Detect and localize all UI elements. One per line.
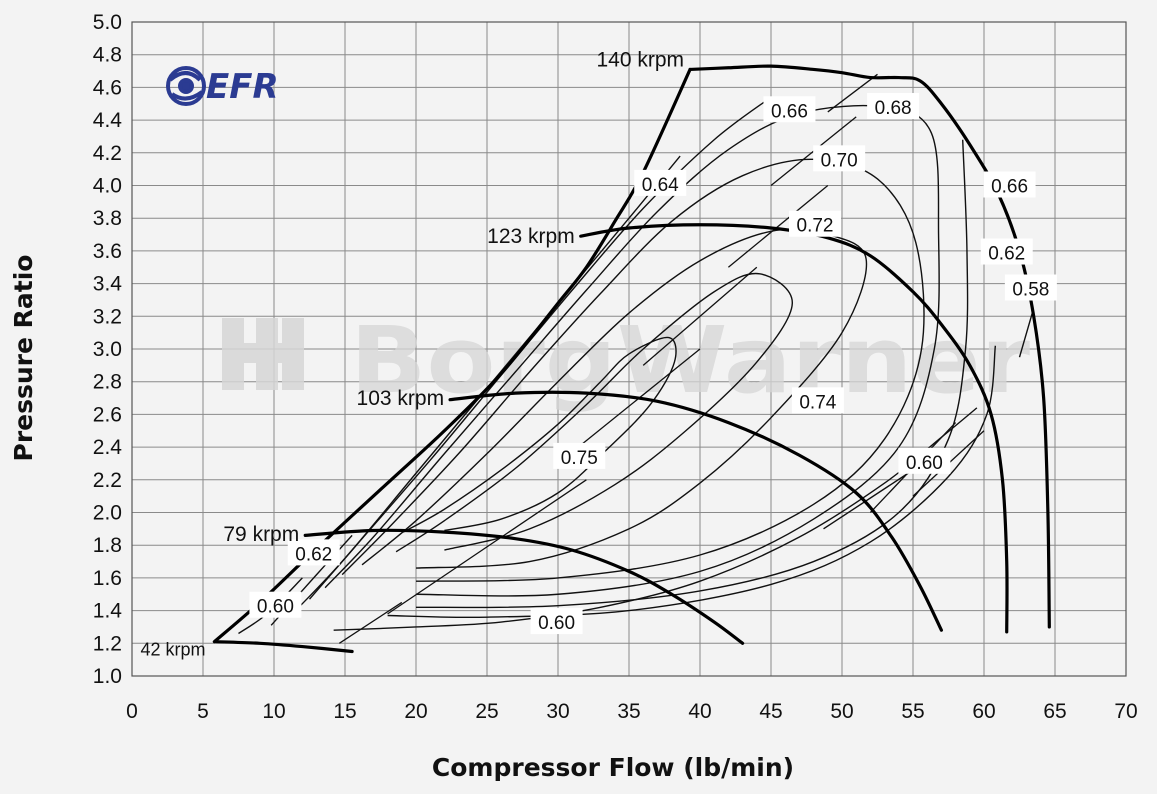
y-tick-label: 4.6 [93,76,122,99]
efficiency-label-text: 0.62 [988,244,1025,265]
y-tick-label: 5.0 [93,11,122,34]
efficiency-label: 0.75 [553,442,606,469]
y-tick-label: 4.8 [93,44,122,67]
x-tick-label: 55 [901,700,924,723]
x-tick-label: 65 [1043,700,1066,723]
efficiency-label: 0.62 [287,539,340,566]
y-tick-label: 1.2 [93,632,122,655]
efficiency-label: 0.70 [813,145,866,172]
efficiency-label-text: 0.64 [642,175,679,196]
efficiency-label-text: 0.74 [799,392,836,413]
efficiency-label-text: 0.68 [875,98,912,119]
efficiency-contour [402,336,677,533]
efficiency-label-text: 0.60 [538,613,575,634]
speed-line-label: 42 krpm [141,639,206,659]
y-tick-label: 1.4 [93,600,123,623]
efficiency-contour [395,272,794,553]
speed-line-label: 123 krpm [487,225,575,248]
efficiency-label-text: 0.58 [1012,280,1049,301]
y-tick-label: 3.4 [93,273,123,296]
borgwarner-emblem-icon [222,318,304,390]
x-tick-label: 5 [197,700,209,723]
y-tick-label: 3.0 [93,338,122,361]
speed-line [448,390,943,632]
axis-ticks: 0 5 10 15 20 25 30 35 40 45 50 55 60 65 70 1.0 1.2 1.4 1.6… [93,11,1138,723]
speed-lines [214,64,1051,654]
efficiency-contour [1018,312,1033,358]
speed-line-label: 140 krpm [597,49,685,72]
speed-line [214,640,354,654]
grid [131,21,1127,677]
y-tick-label: 4.2 [93,142,122,165]
x-tick-label: 25 [475,700,498,723]
y-tick-label: 1.6 [93,567,122,590]
x-tick-label: 15 [333,700,356,723]
efficiency-label-text: 0.66 [771,101,808,122]
speed-line-label: 103 krpm [357,387,445,410]
x-tick-label: 60 [972,700,995,723]
x-tick-label: 50 [830,700,853,723]
y-tick-label: 2.8 [93,371,122,394]
x-tick-label: 70 [1114,700,1137,723]
y-tick-label: 2.6 [93,403,122,426]
efficiency-label: 0.62 [980,238,1033,265]
x-tick-label: 20 [404,700,427,723]
speed-line-label: 79 krpm [223,523,299,546]
y-tick-label: 2.0 [93,502,122,525]
x-tick-label: 0 [126,700,138,723]
speed-line [303,528,745,645]
efficiency-label: 0.72 [789,210,842,237]
y-axis-title: Pressure Ratio [9,255,38,462]
efficiency-label-text: 0.70 [821,150,858,171]
efficiency-label: 0.66 [763,96,816,123]
efficiency-label-text: 0.66 [991,177,1028,198]
efficiency-contour [387,345,997,619]
curve-labels: 0.75 0.74 0.72 0.70 0.68 0.66 0.66 0.64 0.62 0.62… [141,49,1057,659]
efficiency-label: 0.60 [898,447,951,474]
efficiency-diagonal-line [727,184,829,268]
efficiency-contour [823,469,914,530]
efficiency-label-text: 0.62 [295,544,332,565]
plot-frame [131,21,1127,677]
y-tick-label: 1.0 [93,665,122,688]
efficiency-label: 0.66 [983,171,1036,198]
x-tick-label: 30 [546,700,569,723]
x-tick-label: 10 [262,700,285,723]
efficiency-diagonal-line [642,266,758,366]
efr-logo: EFR [166,66,279,107]
y-tick-label: 3.8 [93,207,122,230]
efficiency-contour [415,139,969,609]
speed-line [688,64,1051,629]
efficiency-label-text: 0.75 [561,448,598,469]
efficiency-diagonal-line [827,73,878,113]
efficiency-label: 0.60 [530,608,583,635]
y-tick-label: 3.2 [93,305,122,328]
efficiency-label: 0.58 [1004,274,1057,301]
efficiency-label-text: 0.72 [797,216,834,237]
x-tick-label: 40 [688,700,711,723]
efficiency-label-text: 0.60 [906,453,943,474]
logo-text: EFR [206,67,279,107]
y-tick-label: 1.8 [93,534,122,557]
efficiency-label: 0.64 [634,169,687,196]
y-tick-label: 2.4 [93,436,123,459]
y-tick-label: 3.6 [93,240,122,263]
efficiency-label-text: 0.60 [257,597,294,618]
y-tick-label: 4.4 [93,109,123,132]
efficiency-diagonal-line [338,601,403,644]
x-tick-label: 35 [617,700,640,723]
efficiency-label: 0.68 [867,93,920,120]
x-axis-title: Compressor Flow (lb/min) [432,753,794,782]
y-tick-label: 2.2 [93,469,122,492]
efficiency-diagonal-line [387,479,587,615]
x-tick-label: 45 [759,700,782,723]
speed-line [579,223,1009,634]
y-tick-label: 4.0 [93,175,122,198]
turbine-swirl-icon [166,66,206,106]
efficiency-label: 0.74 [791,387,844,414]
efficiency-label: 0.60 [249,591,302,618]
